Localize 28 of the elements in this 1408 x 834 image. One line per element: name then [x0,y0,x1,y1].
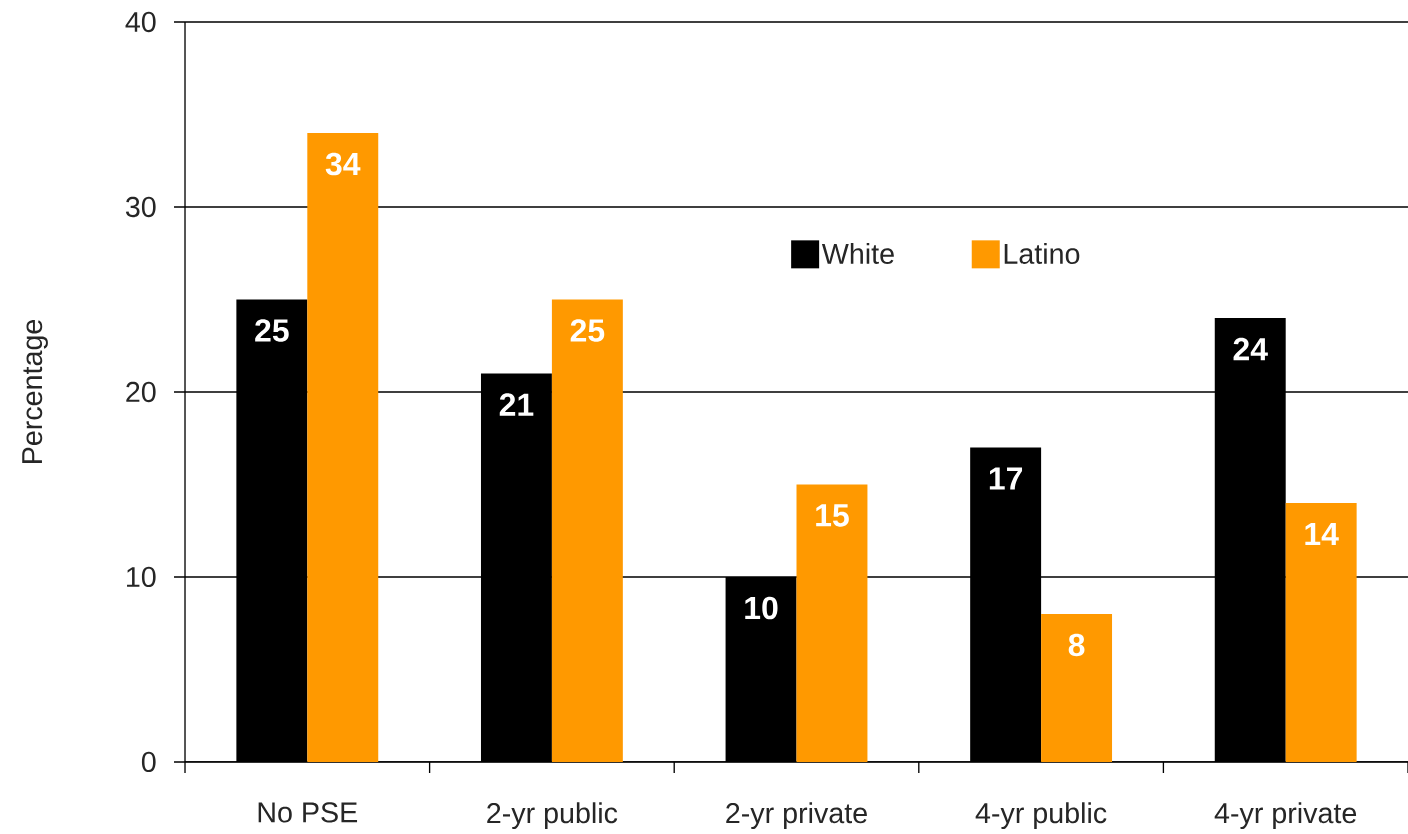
bar [1285,502,1357,762]
data-label: 34 [325,152,361,176]
bar [551,299,623,762]
bar [307,132,379,762]
y-tick-label: 0 [141,751,156,773]
y-tick-label: 20 [126,381,156,403]
data-label: 25 [570,319,605,342]
y-tick-label: 30 [125,196,156,218]
y-axis-title: Percentage [22,319,48,463]
data-label: 10 [745,596,778,620]
y-tick-label: 10 [127,566,156,588]
x-tick-label: 4-yr private [1214,802,1357,829]
x-tick-label: 2-yr public [487,802,618,829]
y-tick-label: 40 [125,11,156,33]
data-label: 14 [1305,522,1339,545]
data-label: 8 [1068,633,1085,657]
data-label: 17 [989,467,1023,490]
x-tick-label: No PSE [258,802,358,823]
bar [796,484,868,762]
data-label: 21 [499,393,534,416]
x-tick-label: 2-yr private [726,802,867,829]
legend-label: Latino [1004,242,1080,264]
data-label: 15 [816,504,849,527]
x-tick-label: 4-yr public [975,802,1107,829]
legend-label: White [821,242,894,264]
bar [1041,613,1113,762]
data-label: 24 [1233,337,1268,361]
data-label: 25 [255,319,289,342]
